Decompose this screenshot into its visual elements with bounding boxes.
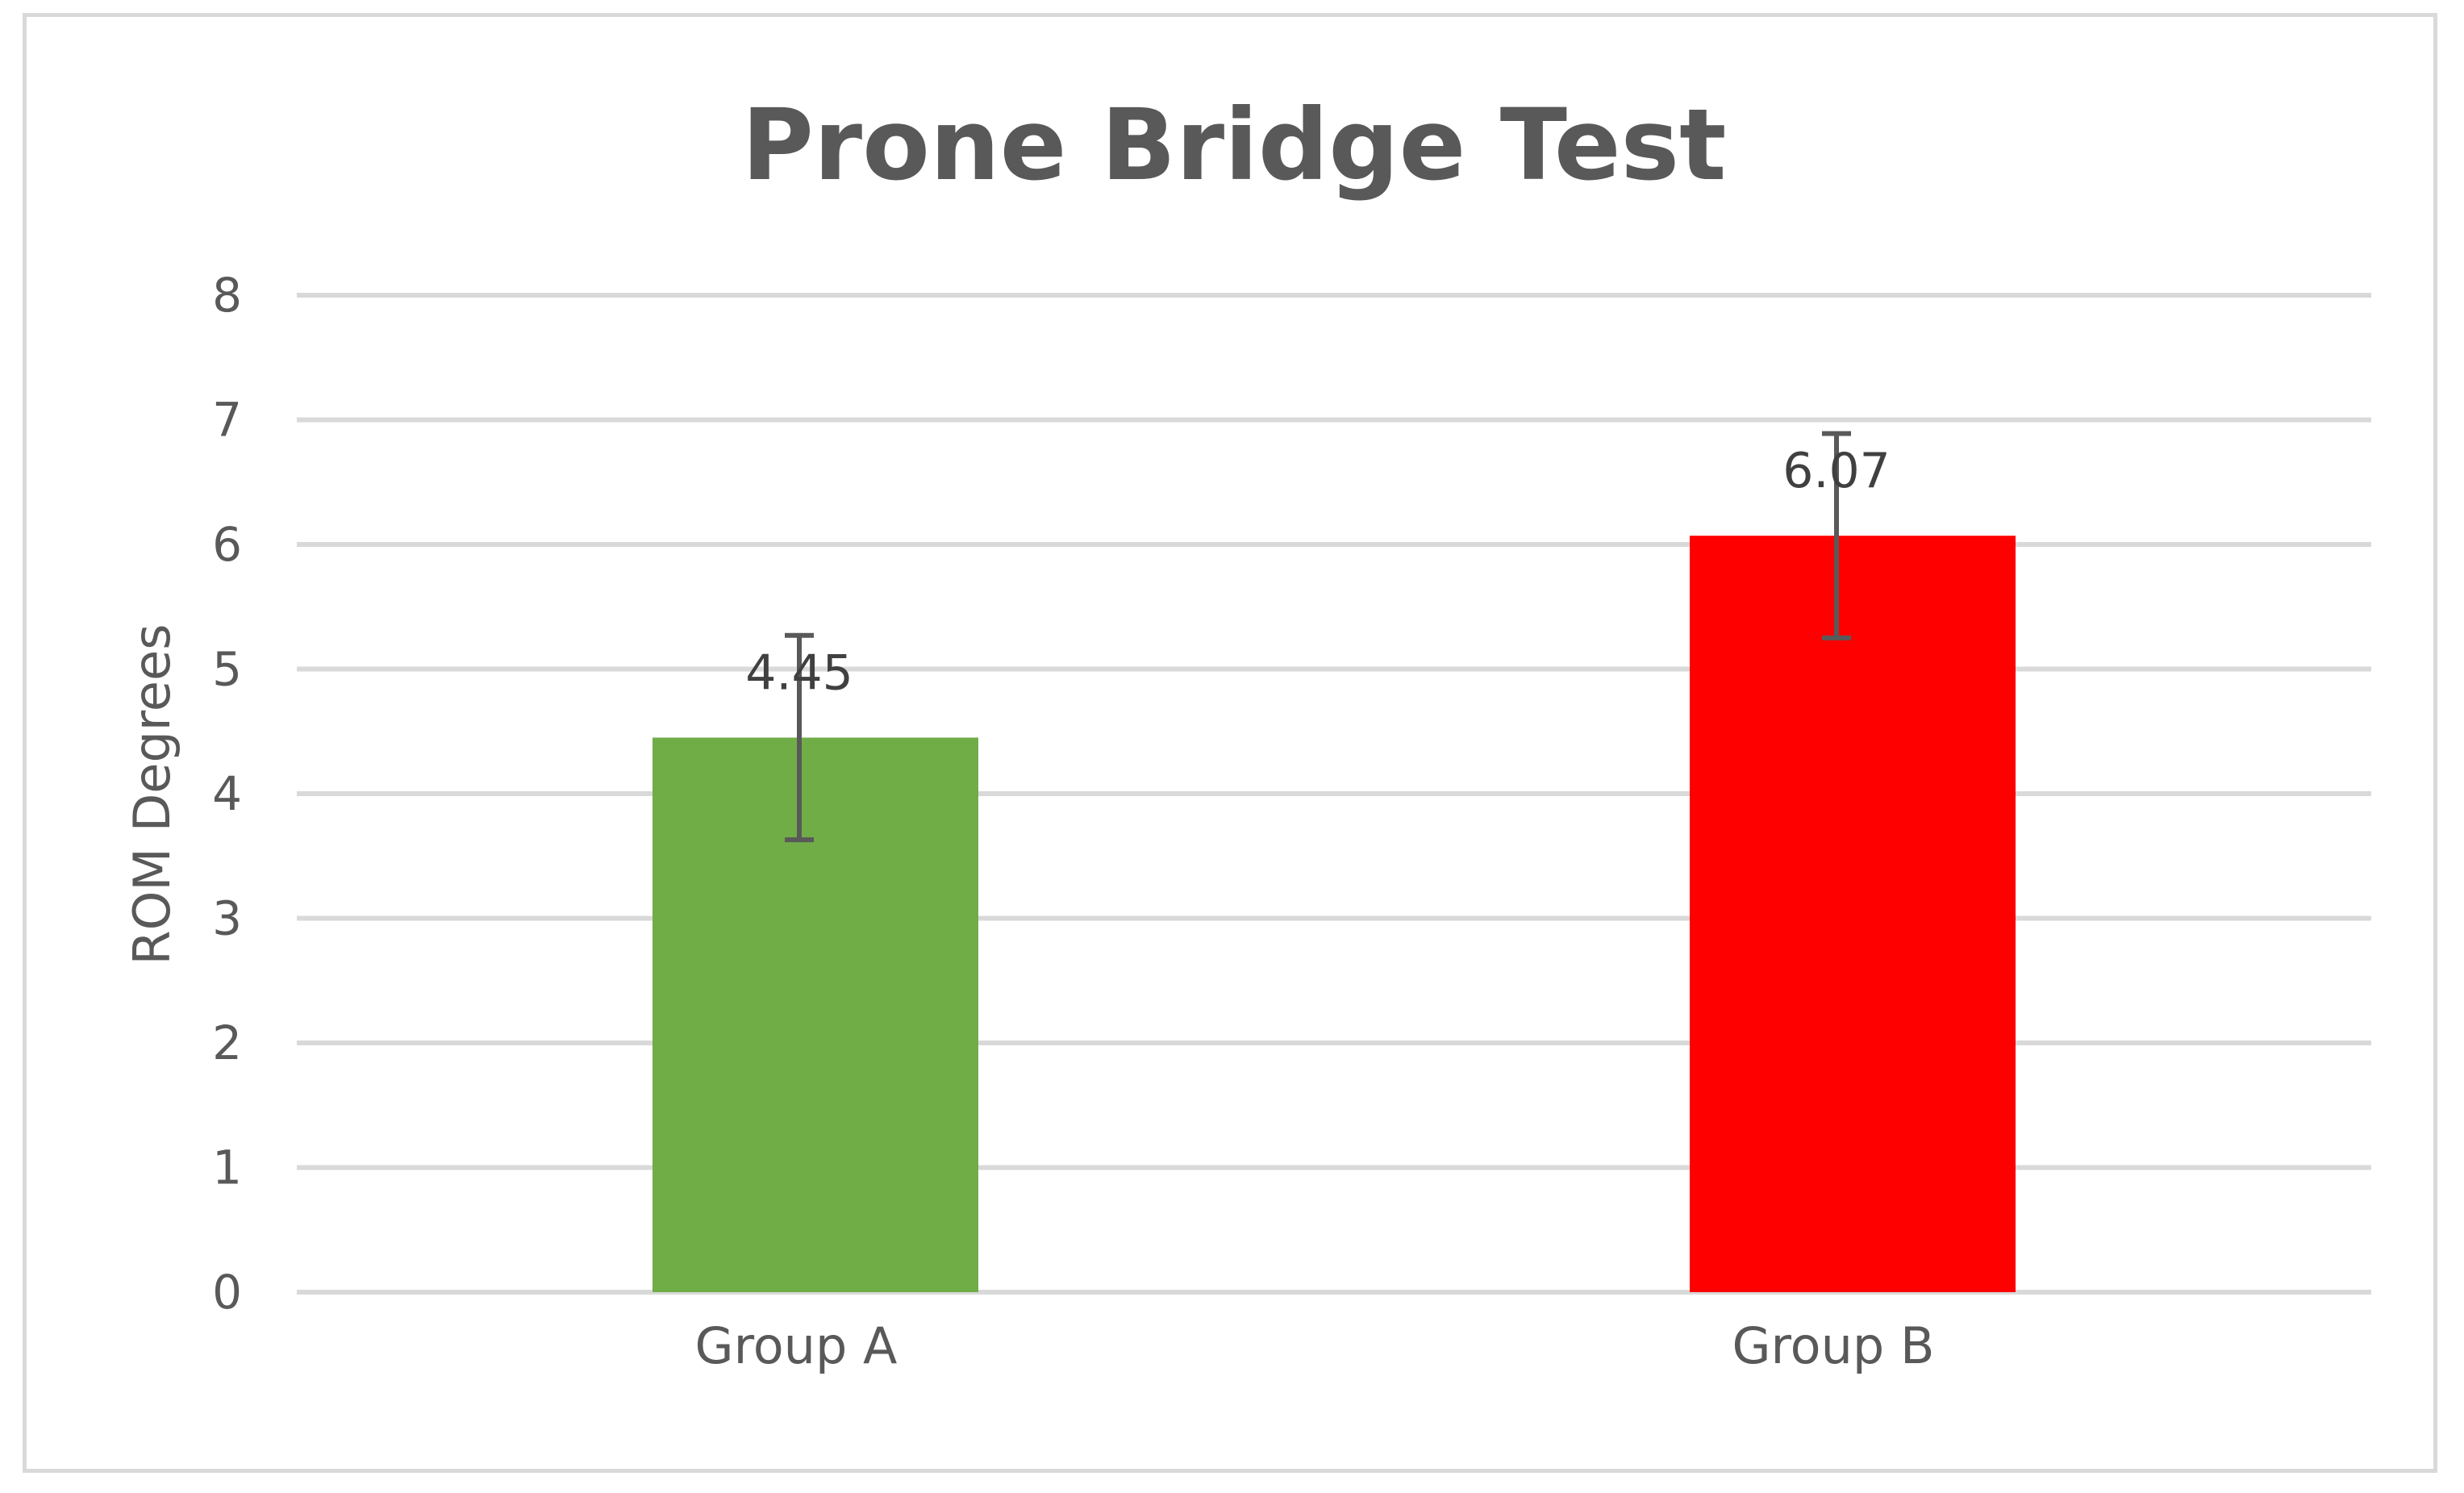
chart-frame xyxy=(23,13,2437,1473)
y-tick-label: 0 xyxy=(212,1265,242,1320)
error-bar xyxy=(785,632,814,843)
x-axis-categories: Group A Group B xyxy=(695,1316,1935,1375)
y-tick-label: 3 xyxy=(212,891,242,946)
bar-group-b xyxy=(1690,536,2016,1292)
gridlines xyxy=(297,293,2371,1295)
y-tick-label: 2 xyxy=(212,1015,242,1070)
chart-title: Prone Bridge Test xyxy=(741,88,1726,202)
y-tick-label: 8 xyxy=(212,268,242,323)
y-axis-label: ROM Degrees xyxy=(123,623,181,965)
y-tick-label: 6 xyxy=(212,517,242,572)
y-tick-label: 4 xyxy=(212,766,242,821)
bars xyxy=(652,536,2016,1292)
x-category-label: Group B xyxy=(1732,1316,1935,1375)
y-tick-label: 1 xyxy=(212,1141,242,1195)
data-label: 4.45 xyxy=(745,644,853,701)
y-axis-ticks: 0 1 2 3 4 5 6 7 8 xyxy=(212,268,242,1320)
y-tick-label: 5 xyxy=(212,642,242,697)
error-bar xyxy=(1822,431,1851,640)
data-labels: 4.45 6.07 xyxy=(745,443,1891,701)
y-tick-label: 7 xyxy=(212,393,242,448)
data-label: 6.07 xyxy=(1782,443,1891,499)
bar-group-a xyxy=(652,737,978,1292)
error-bars xyxy=(785,431,1851,843)
x-category-label: Group A xyxy=(695,1316,898,1375)
